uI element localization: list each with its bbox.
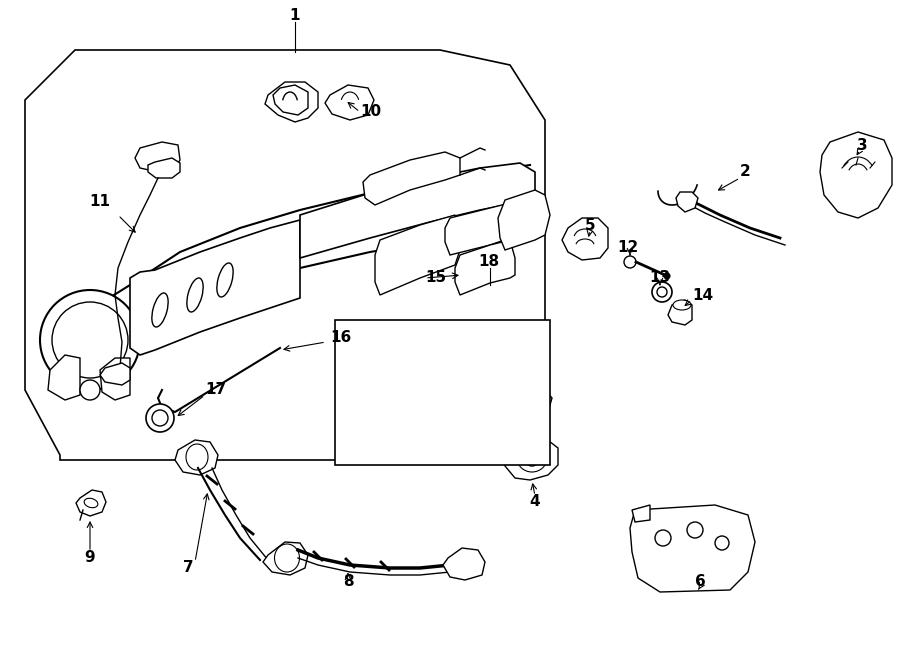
Text: 9: 9 xyxy=(85,551,95,566)
Circle shape xyxy=(652,282,672,302)
Polygon shape xyxy=(25,50,545,460)
Polygon shape xyxy=(100,363,130,385)
Ellipse shape xyxy=(673,300,691,310)
Circle shape xyxy=(146,404,174,432)
Polygon shape xyxy=(375,215,460,295)
Circle shape xyxy=(408,431,422,445)
Circle shape xyxy=(687,522,703,538)
Text: 17: 17 xyxy=(205,383,226,397)
Text: 1: 1 xyxy=(290,7,301,22)
Circle shape xyxy=(403,426,427,450)
Text: 3: 3 xyxy=(857,137,868,153)
Text: 12: 12 xyxy=(617,241,639,256)
Circle shape xyxy=(664,273,670,279)
Ellipse shape xyxy=(187,278,203,312)
Circle shape xyxy=(624,256,636,268)
Polygon shape xyxy=(325,85,374,120)
Circle shape xyxy=(524,450,540,466)
Text: 7: 7 xyxy=(183,561,194,576)
Ellipse shape xyxy=(217,263,233,297)
Polygon shape xyxy=(100,358,130,400)
Text: 10: 10 xyxy=(360,104,381,120)
Circle shape xyxy=(379,429,391,441)
Circle shape xyxy=(358,421,366,429)
Polygon shape xyxy=(135,142,180,172)
Polygon shape xyxy=(300,163,535,258)
Polygon shape xyxy=(668,300,692,325)
Circle shape xyxy=(375,425,395,445)
Polygon shape xyxy=(445,203,515,255)
Ellipse shape xyxy=(152,293,168,327)
Text: 6: 6 xyxy=(695,574,706,590)
Circle shape xyxy=(355,418,369,432)
Circle shape xyxy=(52,302,128,378)
Text: 4: 4 xyxy=(530,494,540,510)
Text: 13: 13 xyxy=(650,270,670,286)
Circle shape xyxy=(152,410,168,426)
Polygon shape xyxy=(820,132,892,218)
Text: 16: 16 xyxy=(330,330,351,346)
Ellipse shape xyxy=(517,444,547,472)
Polygon shape xyxy=(562,218,608,260)
Polygon shape xyxy=(263,542,308,575)
Polygon shape xyxy=(363,152,460,205)
Polygon shape xyxy=(676,192,698,212)
Circle shape xyxy=(715,536,729,550)
Polygon shape xyxy=(632,505,650,522)
Polygon shape xyxy=(443,548,485,580)
Text: 8: 8 xyxy=(343,574,354,590)
Polygon shape xyxy=(76,490,106,516)
Text: 15: 15 xyxy=(425,270,446,286)
Text: 14: 14 xyxy=(692,288,713,303)
Circle shape xyxy=(655,530,671,546)
Text: 11: 11 xyxy=(89,194,110,210)
Polygon shape xyxy=(455,240,515,295)
Polygon shape xyxy=(525,390,552,415)
Bar xyxy=(335,320,550,465)
Text: 18: 18 xyxy=(478,254,500,270)
Polygon shape xyxy=(265,82,318,122)
Circle shape xyxy=(40,290,140,390)
Polygon shape xyxy=(498,190,550,250)
Polygon shape xyxy=(398,428,420,448)
Polygon shape xyxy=(48,355,80,400)
Polygon shape xyxy=(175,440,218,475)
Text: 5: 5 xyxy=(585,217,595,233)
Polygon shape xyxy=(148,158,180,178)
Ellipse shape xyxy=(84,498,98,508)
Polygon shape xyxy=(273,85,308,115)
Text: 2: 2 xyxy=(740,165,751,180)
Circle shape xyxy=(80,380,100,400)
Polygon shape xyxy=(130,220,300,355)
Polygon shape xyxy=(505,438,558,480)
Polygon shape xyxy=(630,505,755,592)
Circle shape xyxy=(657,287,667,297)
